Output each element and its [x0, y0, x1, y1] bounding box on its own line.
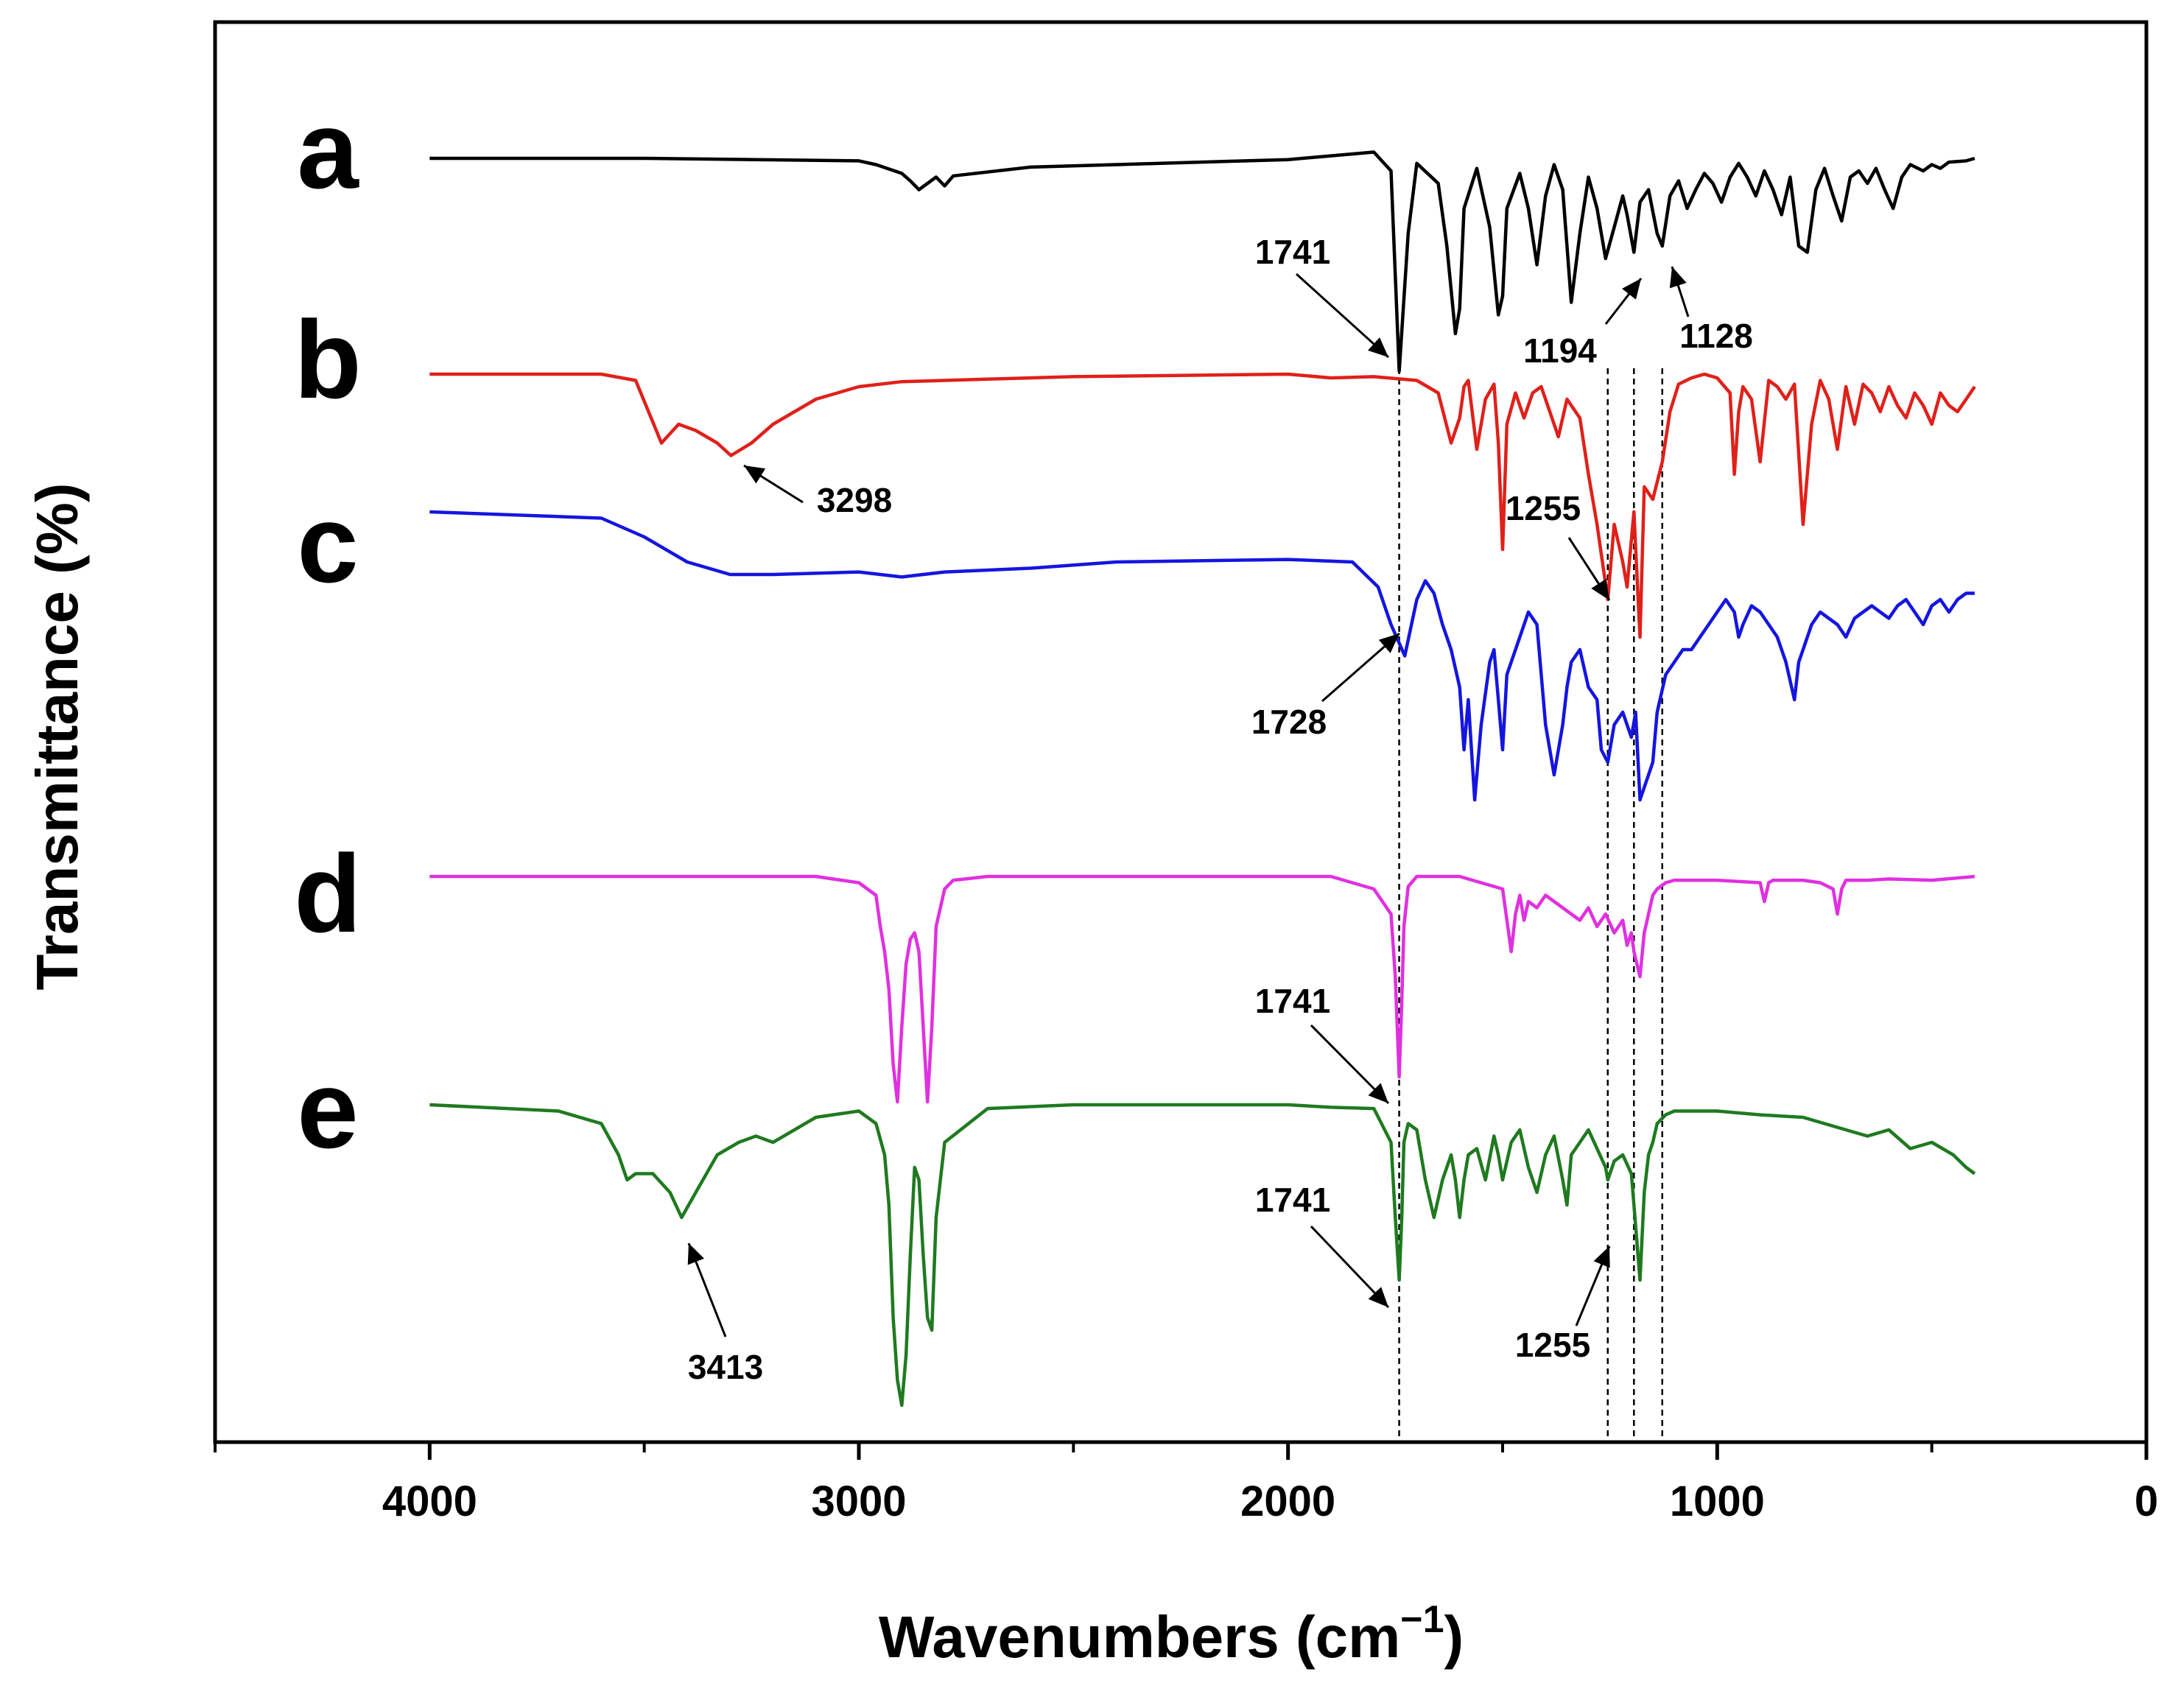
- series-label-e: e: [297, 1047, 358, 1171]
- series-line-e: [429, 1103, 1976, 1407]
- annotation-arrow: [743, 464, 804, 504]
- annotation-label: 3413: [688, 1348, 763, 1386]
- annotation-arrow: [1321, 632, 1400, 703]
- annotation-label: 1255: [1515, 1326, 1590, 1364]
- annotation-label: 1255: [1506, 489, 1581, 527]
- annotations: 1741 1194 1128 3298 1255 1728 1741 1741 1255 3413: [687, 233, 1753, 1386]
- annotation-label: 1741: [1255, 1181, 1330, 1219]
- series-line-a: [429, 150, 1975, 373]
- series-line-b: [429, 372, 1976, 639]
- annotation-label: 1128: [1679, 317, 1753, 355]
- x-tick-label: 2000: [1240, 1477, 1335, 1525]
- series-label-b: b: [294, 298, 362, 421]
- series-line-c: [429, 510, 1975, 802]
- series-label-d: d: [294, 832, 362, 955]
- annotation-label: 3298: [817, 481, 892, 519]
- annotation-arrow: [1310, 1225, 1390, 1309]
- series-label-c: c: [297, 482, 358, 605]
- annotation-arrow: [687, 1243, 727, 1338]
- annotation-label: 1728: [1251, 703, 1327, 741]
- annotation-label: 1194: [1523, 331, 1597, 370]
- x-tick-label: 1000: [1670, 1477, 1765, 1525]
- plot-frame: [213, 20, 2149, 1444]
- y-axis-title: Transmittance (%): [24, 482, 90, 990]
- annotation-arrow: [1669, 266, 1690, 317]
- x-axis-ticks: 4000 3000 2000 1000 0: [214, 1442, 2158, 1525]
- annotation-arrow: [1567, 537, 1611, 601]
- x-axis-title-main: Wavenumbers (cm: [879, 1604, 1400, 1670]
- annotation-label: 1741: [1255, 233, 1330, 271]
- series-label-a: a: [297, 88, 359, 211]
- x-axis-title-superscript: −1: [1400, 1598, 1444, 1641]
- x-tick-label: 4000: [382, 1477, 477, 1525]
- x-tick-label: 0: [2135, 1477, 2158, 1525]
- annotation-arrow: [1604, 278, 1643, 325]
- x-axis-title-suffix: ): [1444, 1604, 1464, 1670]
- annotation-arrow: [1575, 1245, 1611, 1326]
- series-layer: [429, 150, 1976, 1407]
- annotation-arrow: [1310, 1024, 1390, 1105]
- x-axis-title: Wavenumbers (cm−1): [879, 1598, 1464, 1670]
- x-tick-label: 3000: [811, 1477, 906, 1525]
- series-line-d: [429, 874, 1975, 1104]
- annotation-label: 1741: [1255, 982, 1330, 1020]
- series-labels: abc de: [294, 88, 362, 1171]
- annotation-arrow: [1295, 273, 1390, 359]
